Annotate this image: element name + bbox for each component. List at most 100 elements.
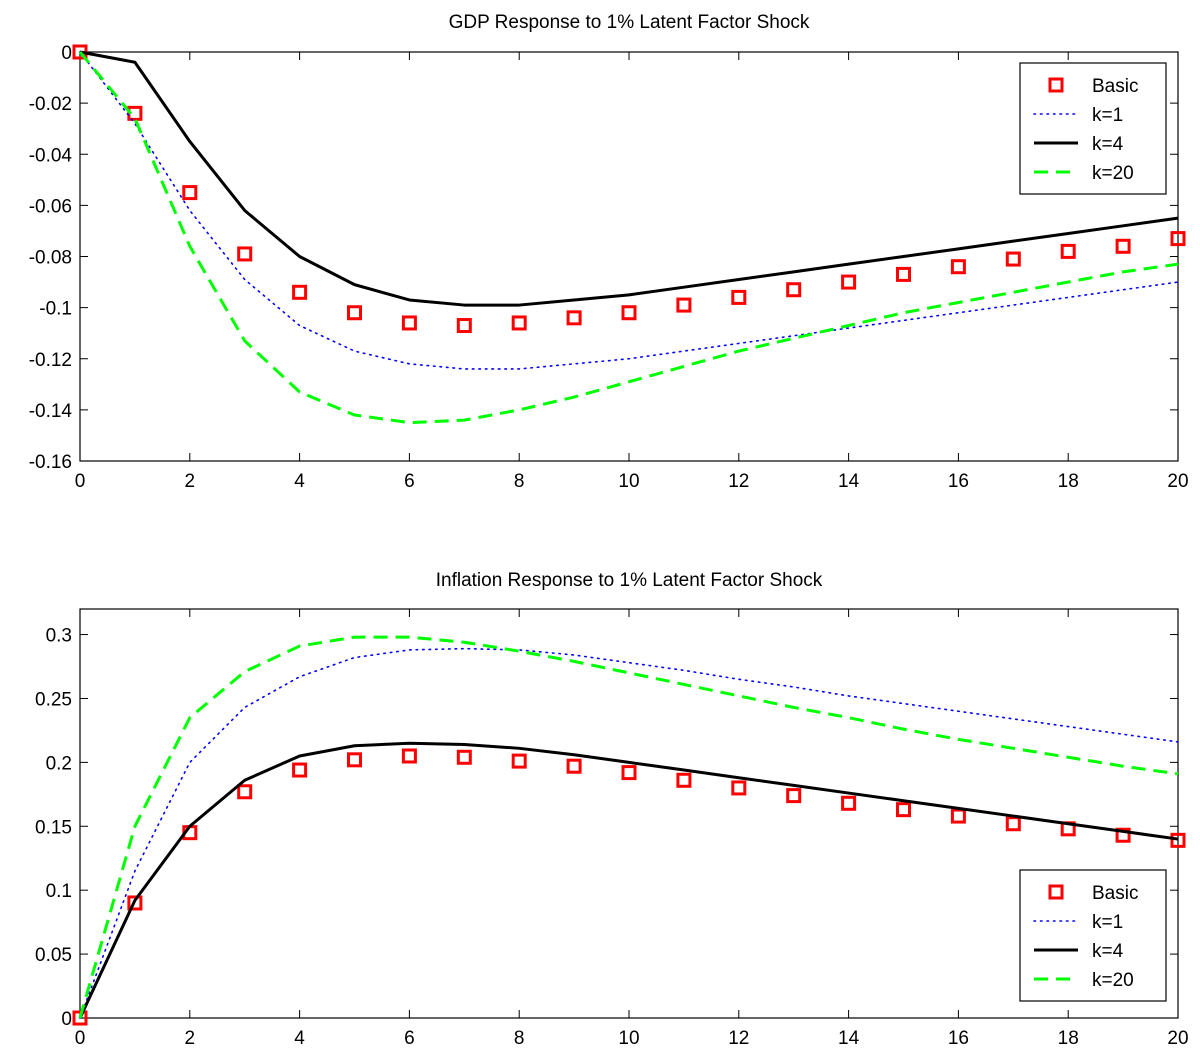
x-tick-label: 8	[514, 1028, 525, 1049]
legend-label-basic: Basic	[1092, 76, 1138, 97]
x-tick-label: 14	[838, 471, 860, 492]
y-tick-label: -0.12	[29, 350, 72, 371]
series-basic-point	[896, 266, 911, 282]
chart-title: Inflation Response to 1% Latent Factor S…	[436, 570, 823, 591]
x-tick-label: 12	[728, 471, 749, 492]
series-k-1-line	[79, 647, 1179, 1019]
x-tick-label: 10	[618, 1028, 639, 1049]
y-tick-label: -0.02	[29, 94, 72, 115]
chart-title: GDP Response to 1% Latent Factor Shock	[449, 12, 810, 33]
series-k-4-line	[78, 741, 1179, 1019]
series-basic-point	[621, 765, 637, 781]
series-basic-point	[237, 784, 253, 800]
plot-frame	[79, 608, 1179, 1019]
x-tick-label: 20	[1167, 1028, 1188, 1049]
y-tick-label: 0.2	[46, 753, 72, 774]
series-basic-point	[676, 772, 692, 788]
x-tick-label: 10	[618, 471, 639, 492]
y-tick-label: -0.14	[29, 401, 73, 422]
series-basic-point	[1170, 231, 1186, 247]
series-basic-point	[511, 315, 527, 331]
series-basic-point	[676, 297, 692, 313]
series-basic-point	[786, 788, 802, 804]
plot-frame	[79, 51, 1179, 462]
series-basic-point	[1115, 238, 1131, 254]
x-tick-label: 4	[294, 471, 305, 492]
x-tick-label: 16	[948, 471, 969, 492]
y-tick-label: 0.1	[46, 881, 72, 902]
series-basic-point	[182, 185, 198, 201]
series-basic-point	[731, 780, 747, 796]
x-tick-label: 6	[404, 471, 415, 492]
series-basic-point	[347, 305, 362, 321]
legend-label-k-1: k=1	[1092, 912, 1123, 933]
x-tick-label: 0	[75, 471, 86, 492]
series-basic-point	[786, 282, 802, 298]
series-k-20-line	[78, 51, 1179, 425]
y-tick-label: 0.15	[35, 817, 72, 838]
series-k-20-line	[78, 635, 1179, 1019]
legend-label-k-20: k=20	[1092, 163, 1134, 184]
series-basic-point	[292, 762, 308, 778]
y-tick-label: 0	[61, 43, 72, 64]
legend-label-k-4: k=4	[1092, 134, 1124, 155]
series-k-1-line	[79, 51, 1179, 370]
series-basic-point	[621, 305, 637, 321]
series-basic-point	[456, 318, 472, 334]
legend-swatch-basic	[1048, 884, 1064, 900]
series-basic-point	[401, 315, 417, 331]
series-basic-point	[1005, 251, 1021, 267]
series-basic-point	[566, 758, 582, 774]
series-basic-point	[841, 274, 857, 290]
series-basic-point	[72, 1010, 88, 1026]
x-tick-label: 14	[838, 1028, 860, 1049]
x-tick-label: 18	[1058, 471, 1079, 492]
series-basic-point	[841, 795, 857, 811]
x-tick-label: 4	[294, 1028, 305, 1049]
series-basic-point	[950, 259, 966, 275]
series-basic-point	[401, 748, 417, 764]
series-basic-point	[1170, 832, 1186, 848]
series-basic-point	[456, 749, 472, 765]
x-tick-label: 12	[728, 1028, 749, 1049]
y-tick-label: 0	[61, 1009, 72, 1030]
y-tick-label: 0.05	[35, 945, 72, 966]
legend-label-k-4: k=4	[1092, 941, 1124, 962]
y-tick-label: -0.16	[29, 452, 72, 473]
legend: Basic k=1 k=4 k=20	[1019, 869, 1167, 1002]
series-basic-point	[731, 289, 747, 305]
series-basic-point	[1060, 243, 1076, 259]
x-tick-label: 8	[514, 471, 525, 492]
series-basic-point	[347, 752, 362, 768]
legend-label-k-1: k=1	[1092, 105, 1123, 126]
x-tick-label: 0	[75, 1028, 86, 1049]
x-tick-label: 2	[185, 1028, 196, 1049]
x-tick-label: 6	[404, 1028, 415, 1049]
chart-1: GDP Response to 1% Latent Factor Shock 0 2…	[29, 12, 1189, 492]
y-tick-label: -0.04	[29, 145, 73, 166]
series-basic-point	[127, 895, 143, 911]
series-basic-point	[566, 310, 582, 326]
series-basic-point	[1115, 827, 1131, 843]
y-tick-label: 0.3	[46, 626, 72, 647]
x-tick-label: 16	[948, 1028, 969, 1049]
series-basic-point	[950, 808, 966, 824]
x-tick-label: 18	[1058, 1028, 1079, 1049]
chart-2: Inflation Response to 1% Latent Factor S…	[35, 570, 1189, 1049]
x-tick-label: 20	[1167, 471, 1188, 492]
y-tick-label: -0.08	[29, 248, 72, 269]
y-tick-label: 0.25	[35, 689, 72, 710]
series-basic-point	[896, 802, 911, 818]
legend-label-basic: Basic	[1092, 883, 1138, 904]
series-k-4-line	[79, 50, 1179, 307]
series-basic-point	[237, 246, 253, 262]
y-tick-label: -0.1	[39, 299, 72, 320]
legend-label-k-20: k=20	[1092, 970, 1134, 991]
series-basic-point	[1005, 816, 1021, 832]
y-tick-label: -0.06	[29, 196, 72, 217]
legend-swatch-basic	[1048, 77, 1064, 93]
x-tick-label: 2	[185, 471, 196, 492]
series-basic-point	[292, 284, 308, 300]
legend: Basic k=1 k=4 k=20	[1019, 62, 1167, 195]
